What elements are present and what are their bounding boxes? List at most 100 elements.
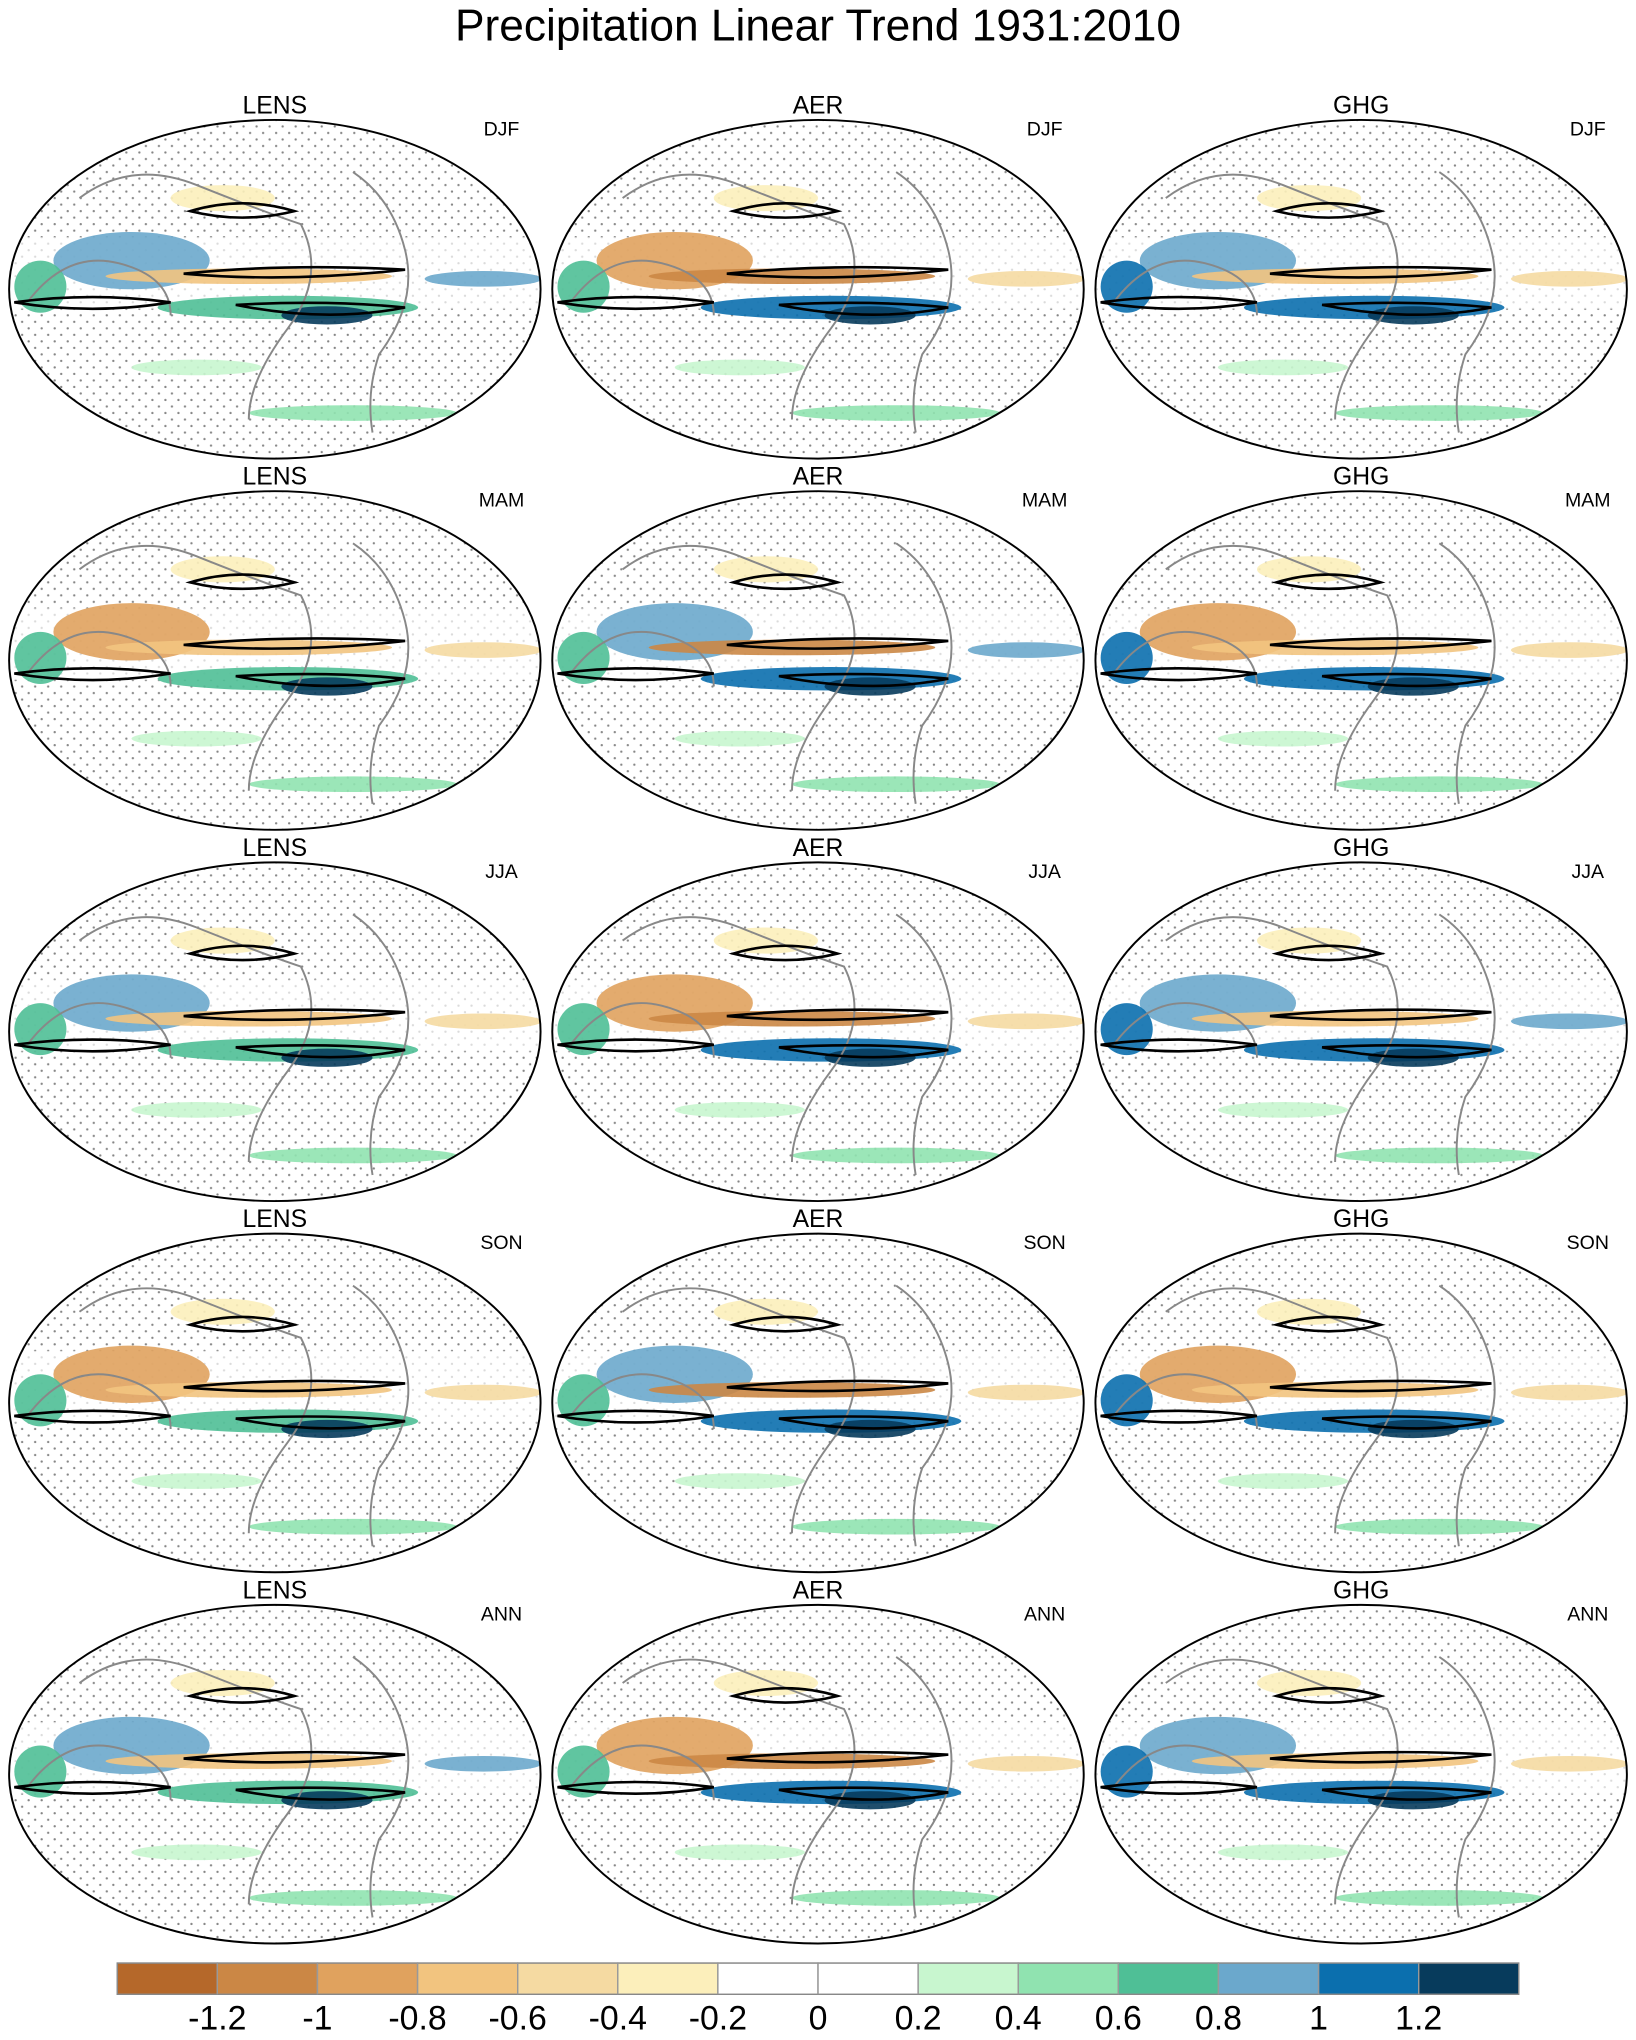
map-content [552, 1233, 1084, 1573]
coastline [1112, 1284, 1496, 1547]
coastline [26, 1284, 410, 1547]
contour [14, 1315, 406, 1430]
shading [131, 359, 262, 376]
coastline [1112, 1656, 1496, 1918]
colorbar-box [917, 1962, 1019, 1995]
shading [967, 642, 1084, 658]
contour [14, 944, 406, 1059]
map-panel: GHG SON [1094, 1206, 1628, 1574]
panel-model: GHG [1333, 464, 1389, 491]
colorbar-box [216, 1962, 319, 1995]
shading [131, 1844, 262, 1861]
panel-season: DJF [484, 119, 520, 141]
map-content [9, 119, 541, 459]
colorbar-tick-label: 0.4 [995, 1999, 1042, 2037]
panel-model: GHG [1333, 1206, 1389, 1233]
map-border [1094, 1232, 1628, 1574]
panel-season: SON [1567, 1232, 1609, 1254]
panel-season: DJF [1570, 119, 1606, 141]
shading [967, 1384, 1084, 1401]
map-panel: AER MAM [551, 464, 1085, 831]
map-panel: LENS JJA [8, 835, 542, 1203]
map-content [9, 1604, 541, 1944]
coastline [1112, 542, 1496, 804]
shading [1217, 359, 1349, 376]
contour [557, 573, 949, 688]
shading [791, 776, 1001, 793]
map-panel: GHG JJA [1094, 835, 1628, 1203]
colorbar-tick-label: 1 [1309, 1999, 1328, 2037]
map-border [1094, 861, 1628, 1203]
shading [713, 927, 818, 954]
coastline [1112, 913, 1496, 1176]
shading [1335, 1147, 1544, 1164]
panel-season: MAM [1565, 490, 1611, 512]
shading [1510, 1384, 1627, 1401]
panel-model: AER [793, 464, 844, 491]
shading [424, 1755, 541, 1772]
shading [170, 1298, 275, 1325]
panel-season: MAM [479, 490, 525, 512]
shading [713, 1669, 818, 1697]
contour [14, 202, 406, 316]
panel-season: ANN [1024, 1603, 1065, 1625]
contour [557, 944, 949, 1059]
shading [1217, 1473, 1349, 1489]
contour [557, 1315, 949, 1430]
map-panel: LENS DJF [8, 92, 542, 460]
shading [674, 1844, 805, 1861]
shading [674, 1473, 805, 1489]
contour [557, 202, 949, 316]
panel-season: SON [480, 1232, 522, 1254]
colorbar-box [1418, 1962, 1520, 1995]
panel-season: ANN [1567, 1603, 1608, 1625]
shading [248, 776, 458, 793]
panel-season: MAM [1022, 490, 1068, 512]
coastline [26, 913, 410, 1176]
map-border [8, 1603, 542, 1945]
map-panel: LENS MAM [8, 464, 542, 831]
map-panel: LENS ANN [8, 1577, 542, 1945]
shading [1256, 1298, 1362, 1325]
shading [424, 642, 541, 658]
contour [14, 1686, 406, 1801]
colorbar-box [617, 1962, 719, 1995]
shading [1217, 1102, 1349, 1118]
colorbar-tick-label: -1 [302, 1999, 332, 2037]
map-panel: AER SON [551, 1206, 1085, 1574]
shading [674, 730, 805, 747]
map-border [8, 118, 542, 460]
panel-season: ANN [481, 1603, 522, 1625]
map-content [9, 862, 541, 1202]
panel-model: AER [793, 92, 844, 119]
map-border [1094, 490, 1628, 831]
contour [1100, 944, 1492, 1059]
panel-model: GHG [1333, 835, 1389, 862]
map-border [8, 1232, 542, 1574]
map-panel: GHG ANN [1094, 1577, 1628, 1945]
map-content [1095, 1233, 1627, 1573]
shading [1510, 642, 1627, 658]
coastline [569, 542, 953, 804]
colorbar-box [1117, 1962, 1220, 1995]
coastline [569, 913, 953, 1176]
shading [1217, 1844, 1349, 1861]
shading [131, 730, 262, 747]
map-border [551, 118, 1085, 460]
map-border [551, 1232, 1085, 1574]
shading [674, 359, 805, 376]
shading [170, 927, 275, 954]
panel-season: SON [1023, 1232, 1065, 1254]
map-panel: LENS SON [8, 1206, 542, 1574]
shading [967, 1013, 1084, 1030]
coastline [569, 171, 953, 433]
shading [424, 1013, 541, 1030]
shading [791, 405, 1001, 421]
colorbar-box [717, 1962, 819, 1995]
shading [131, 1102, 262, 1118]
panel-model: GHG [1333, 92, 1389, 119]
map-border [551, 861, 1085, 1203]
map-panel: AER ANN [551, 1577, 1085, 1945]
